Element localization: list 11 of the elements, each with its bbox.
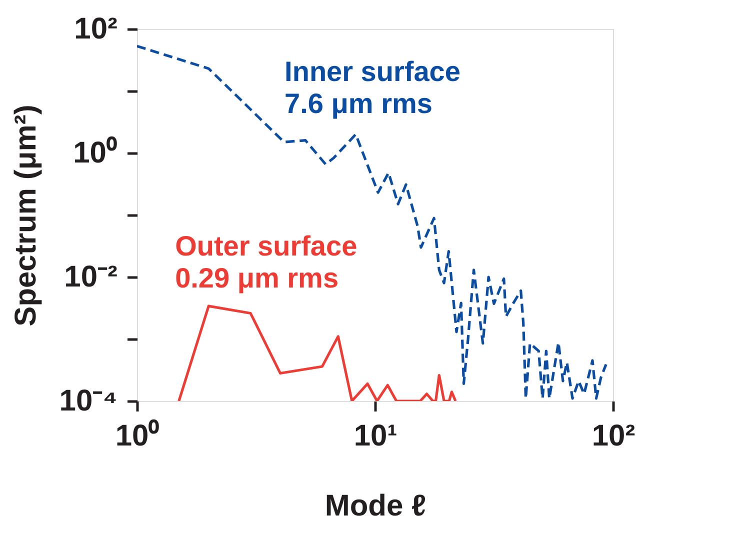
series-label: Outer surface 0.29 μm rms — [175, 230, 358, 294]
y-tick-label: 10² — [74, 12, 118, 46]
y-tick-label: 10⁰ — [73, 136, 118, 170]
x-tick-label: 10¹ — [354, 420, 398, 452]
y-axis-title: Spectrum (μm²) — [9, 104, 42, 326]
y-tick-label: 10⁻² — [64, 260, 118, 294]
x-tick-label: 10² — [592, 420, 636, 452]
series-label: Inner surface 7.6 μm rms — [284, 56, 460, 119]
y-tick-label: 10⁻⁴ — [59, 384, 118, 418]
x-tick-label: 10⁰ — [115, 418, 160, 452]
x-axis-title: Mode ℓ — [324, 490, 426, 522]
